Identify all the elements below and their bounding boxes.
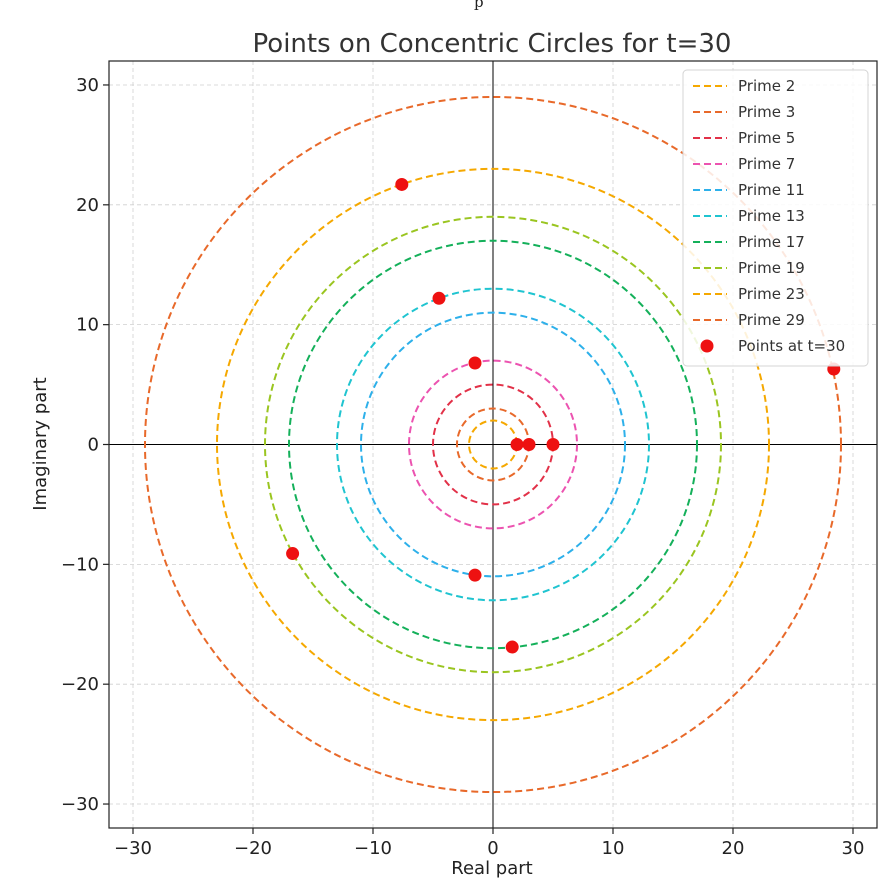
y-tick-label: 10 — [76, 315, 99, 336]
legend-swatch-point — [700, 339, 714, 353]
data-point — [468, 356, 482, 370]
x-tick-label: 30 — [842, 838, 865, 859]
circle-series — [408, 359, 578, 530]
data-point — [395, 177, 409, 191]
x-tick-label: 10 — [602, 838, 625, 859]
data-point — [286, 547, 300, 561]
y-tick-label: 0 — [88, 435, 99, 456]
data-point — [505, 640, 519, 654]
circle-series — [336, 287, 650, 602]
data-point — [522, 438, 536, 451]
y-axis-label: Imaginary part — [30, 377, 51, 510]
y-tick-label: 30 — [76, 75, 99, 96]
chart-title: Points on Concentric Circles for t=30 — [253, 29, 732, 59]
legend-item-label: Prime 19 — [738, 259, 805, 277]
x-axis-label: Real part — [451, 858, 532, 879]
legend-box — [682, 69, 869, 367]
x-tick-label: −10 — [354, 838, 392, 859]
circle-series — [144, 95, 842, 794]
circle-series — [360, 311, 626, 578]
stray-text-fragment: p — [474, 0, 484, 11]
legend-item-label: Prime 3 — [738, 103, 795, 121]
circles-layer — [144, 95, 842, 794]
data-point — [468, 568, 482, 582]
legend-item-label: Prime 2 — [738, 77, 795, 95]
circle-series — [216, 167, 770, 722]
circle-series — [264, 215, 722, 674]
y-tick-label: 20 — [76, 195, 99, 216]
tick-labels: −30 −20 −10 0 10 20 30 −30 −20 −10 0 10 20 30 — [61, 75, 864, 859]
data-point — [510, 438, 524, 451]
legend-item-label: Prime 29 — [738, 311, 805, 329]
x-tick-label: −30 — [114, 838, 152, 859]
x-tick-label: −20 — [234, 838, 272, 859]
circle-series — [288, 239, 698, 650]
legend-item-label: Prime 23 — [738, 285, 805, 303]
data-point — [432, 291, 446, 305]
legend-item-label: Prime 17 — [738, 233, 805, 251]
y-tick-label: −30 — [61, 794, 99, 815]
data-point — [546, 438, 560, 451]
y-tick-label: −20 — [61, 674, 99, 695]
x-tick-label: 0 — [487, 838, 498, 859]
legend-item-label: Prime 11 — [738, 181, 805, 199]
x-tick-label: 20 — [722, 838, 745, 859]
tick-marks — [103, 84, 854, 834]
legend-item-label: Prime 7 — [738, 155, 795, 173]
legend-item-label: Points at t=30 — [738, 337, 845, 355]
legend-item-label: Prime 5 — [738, 129, 795, 147]
y-tick-label: −10 — [61, 554, 99, 575]
legend: Prime 2 Prime 3 Prime 5 Prime 7 Prime 11 Prim… — [682, 69, 869, 367]
points-layer — [286, 177, 841, 654]
zero-axes — [109, 61, 877, 828]
legend-item-label: Prime 13 — [738, 207, 805, 225]
